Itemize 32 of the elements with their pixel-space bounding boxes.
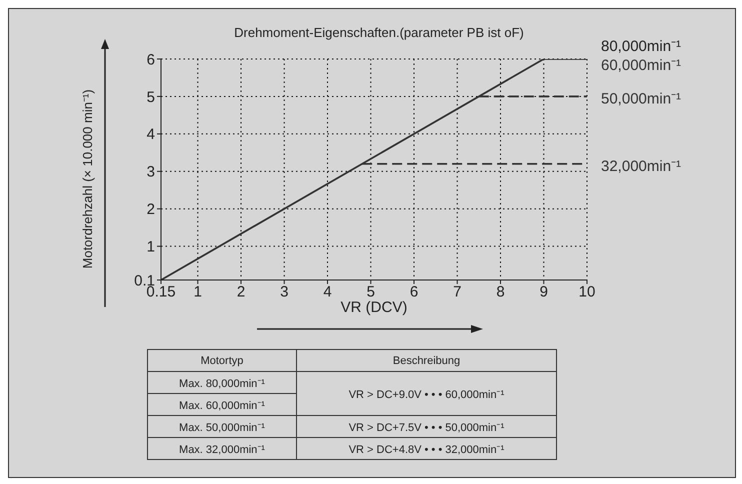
series-label: 50,000min⁻¹ xyxy=(601,90,682,108)
x-tick-label: 10 xyxy=(578,284,596,301)
text: VR > DC+9.0V • • • 60,000min⁻¹ xyxy=(296,372,556,416)
x-tick-label: 9 xyxy=(540,284,548,301)
x-tick-label: 5 xyxy=(366,284,375,301)
series-label: 32,000min⁻¹ xyxy=(601,158,682,175)
text: VR > DC+4.8V • • • 32,000min⁻¹ xyxy=(296,438,556,460)
text: 80,000min⁻¹ xyxy=(601,38,682,55)
y-tick-label: 4 xyxy=(146,126,155,144)
text: Max. 60,000min⁻¹ xyxy=(148,394,296,416)
series-label: 60,000min⁻¹ xyxy=(601,57,682,74)
y-tick-label: 2 xyxy=(146,201,155,218)
y-tick-label: 5 xyxy=(146,88,155,106)
text: Max. 50,000min⁻¹ xyxy=(148,416,296,438)
x-tick-label: 3 xyxy=(280,284,288,301)
text: VR > DC+7.5V • • • 50,000min⁻¹ xyxy=(296,416,556,438)
x-tick-label: 8 xyxy=(496,284,505,301)
y-tick-label: 3 xyxy=(146,164,155,181)
x-tick-label: 1 xyxy=(194,284,202,301)
x-tick-label: 6 xyxy=(410,284,418,301)
text: Motortyp xyxy=(148,350,296,372)
x-tick-label: 2 xyxy=(236,284,246,301)
x-tick-label: 4 xyxy=(323,284,332,301)
text: Max. 32,000min⁻¹ xyxy=(148,438,296,460)
y-axis-title: Motordrehzahl (× 10.000 min⁻¹) xyxy=(79,89,96,269)
text: Beschreibung xyxy=(296,350,556,372)
y-tick-label: 6 xyxy=(146,51,155,68)
chart-title: Drehmoment-Eigenschaften.(parameter PB ist oF) xyxy=(234,25,524,40)
x-axis-title: VR (DCV) xyxy=(340,299,408,316)
text: Max. 80,000min⁻¹ xyxy=(148,372,296,394)
y-tick-label: 1 xyxy=(146,238,155,256)
x-tick-label: 7 xyxy=(453,284,462,301)
